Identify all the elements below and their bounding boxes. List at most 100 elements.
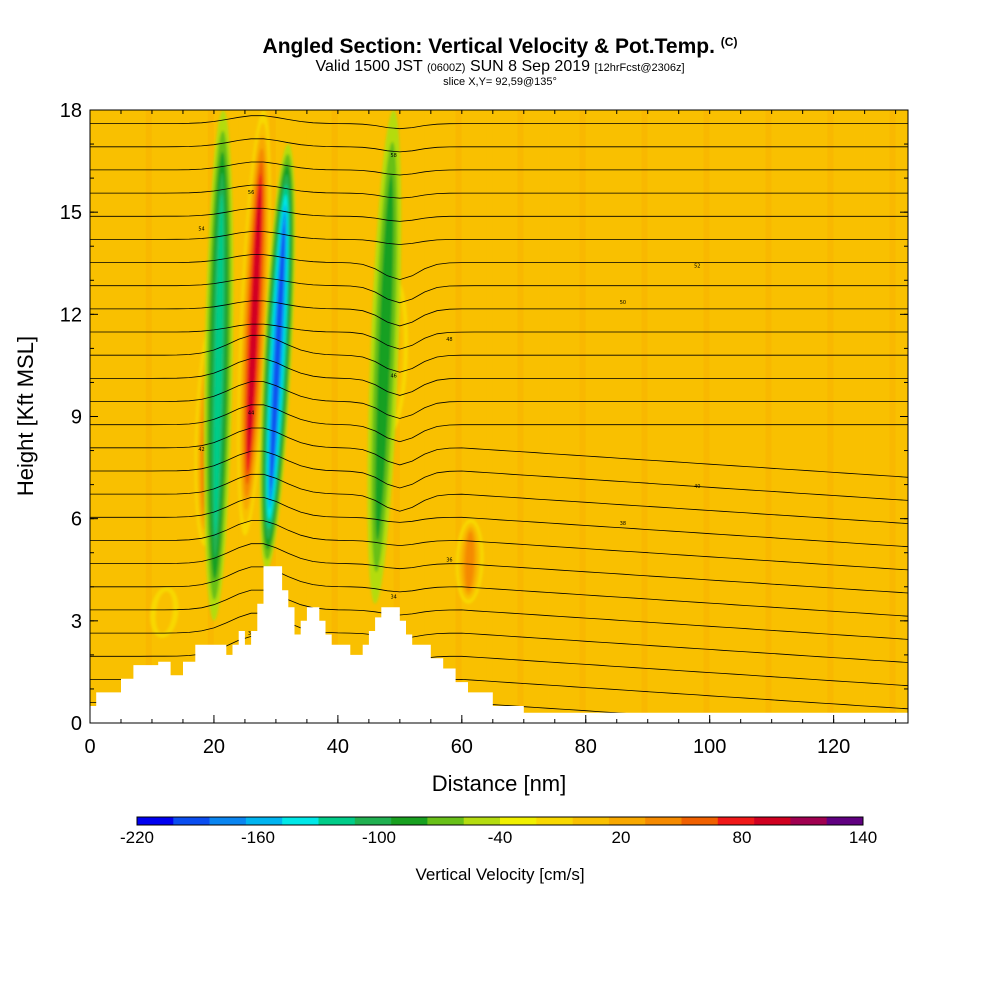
contour-label: 42: [198, 447, 204, 453]
colorbar-tick-label: -160: [241, 828, 275, 847]
colorbar-swatch: [354, 817, 392, 825]
theta-contour: [90, 427, 908, 478]
field-streak: [486, 110, 493, 723]
colorbar-frame: [136, 816, 864, 826]
chart-subtitle: Valid 1500 JST (0600Z) SUN 8 Sep 2019 [1…: [315, 58, 685, 75]
colorbar-swatch: [391, 817, 428, 825]
colorbar-swatch: [427, 817, 464, 825]
theta-contour: [90, 381, 908, 419]
theta-contour: [90, 254, 908, 281]
field-streak: [827, 110, 834, 723]
colorbar-swatch: [245, 817, 283, 825]
y-tick-label: 0: [71, 713, 82, 735]
field-streak: [331, 110, 338, 723]
contour-label: 52: [694, 263, 700, 269]
y-tick-label: 9: [71, 407, 82, 429]
colorbar-tick-label: 80: [733, 828, 752, 847]
y-tick-label: 12: [60, 304, 82, 326]
field-streak: [579, 110, 586, 723]
colorbar-swatch: [645, 817, 682, 825]
y-tick-label: 3: [71, 611, 82, 633]
x-tick-label: 0: [84, 736, 95, 758]
x-tick-label: 60: [451, 736, 473, 758]
field-streak: [145, 110, 152, 723]
field-streak: [424, 110, 431, 723]
field-streak: [300, 110, 307, 723]
contour-label: 40: [694, 484, 700, 490]
colorbar-swatch: [282, 817, 319, 825]
contour-label: 36: [446, 558, 452, 564]
theta-contour: [90, 589, 908, 640]
y-axis-label: Height [Kft MSL]: [13, 336, 38, 496]
colorbar-swatch: [318, 817, 356, 825]
field-streak: [641, 110, 648, 723]
theta-contour: [90, 473, 908, 524]
y-tick-label: 15: [60, 202, 82, 224]
theta-contour: [90, 358, 908, 396]
contour-label: 34: [390, 594, 396, 600]
chart-title: Angled Section: Vertical Velocity & Pot.…: [262, 35, 738, 58]
colorbar-tick-label: -40: [488, 828, 513, 847]
theta-contour: [90, 161, 908, 176]
colorbar-tick-label: 20: [612, 828, 631, 847]
colorbar-swatch: [463, 817, 501, 825]
colorbar-swatch: [137, 817, 174, 825]
colorbar: -220 -160 -100 -40 20 80 140: [120, 816, 877, 847]
theta-contour: [90, 231, 908, 245]
theta-contour: [90, 184, 908, 199]
theta-contour: [90, 566, 908, 617]
field-streak: [176, 110, 183, 723]
field-streak: [672, 110, 679, 723]
colorbar-swatch: [500, 817, 537, 825]
y-tick-label: 18: [60, 100, 82, 122]
downdraft-band: [270, 224, 285, 490]
colorbar-tick-label: 140: [849, 828, 877, 847]
field-streak: [734, 110, 741, 723]
x-tick-label: 40: [327, 736, 349, 758]
field-streak: [362, 110, 369, 723]
theta-contour: [90, 404, 908, 443]
colorbar-swatch: [209, 817, 247, 825]
field-streak: [858, 110, 865, 723]
contour-label: 56: [248, 190, 254, 196]
downdraft-band: [375, 173, 394, 541]
colorbar-swatch: [754, 817, 791, 825]
x-tick-label: 80: [575, 736, 597, 758]
contour-label: 50: [620, 300, 626, 306]
title-block: Angled Section: Vertical Velocity & Pot.…: [0, 36, 1000, 88]
theta-contours: 303234363840424446485052545658: [90, 115, 908, 723]
x-axis-label: Distance [nm]: [432, 771, 567, 796]
field-streak: [889, 110, 896, 723]
field-streak: [703, 110, 710, 723]
x-tick-label: 120: [817, 736, 850, 758]
colorbar-tick-label: -100: [362, 828, 396, 847]
theta-contour: [90, 138, 908, 153]
field-streak: [114, 110, 121, 723]
slice-info: slice X,Y= 92,59@135°: [443, 76, 557, 88]
colorbar-swatch: [790, 817, 827, 825]
y-tick-label: 6: [71, 509, 82, 531]
theta-contour: [90, 520, 908, 571]
theta-contour: [90, 207, 908, 222]
x-tick-label: 100: [693, 736, 726, 758]
colorbar-swatch: [717, 817, 755, 825]
theta-contour: [90, 115, 908, 130]
updraft-band: [155, 591, 174, 634]
theta-contour: [90, 334, 908, 373]
theta-contour: [90, 323, 908, 350]
contour-label: 38: [620, 521, 626, 527]
theta-contour: [90, 450, 908, 501]
theta-contour: [90, 612, 908, 663]
contour-label: 46: [390, 374, 396, 380]
theta-contour: [90, 300, 908, 327]
contour-label: 54: [198, 227, 204, 233]
colorbar-swatch: [536, 817, 573, 825]
downdraft-band: [213, 193, 224, 538]
theta-contour: [90, 543, 908, 594]
colorbar-swatch: [681, 817, 719, 825]
field-streak: [548, 110, 555, 723]
field-streak: [796, 110, 803, 723]
field-streak: [765, 110, 772, 723]
